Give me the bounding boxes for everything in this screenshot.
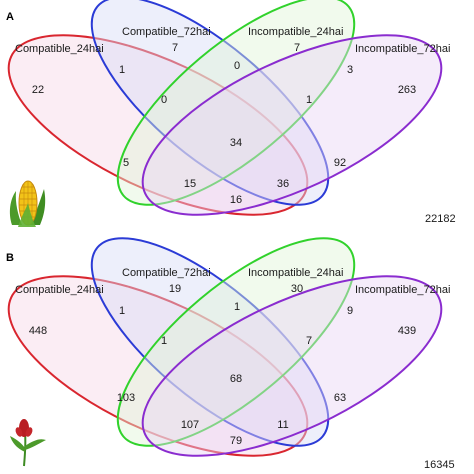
region-c24-c72-a: 1 (119, 64, 125, 76)
set-label-compatible-72hai-a: Compatible_72hai (122, 26, 211, 38)
region-c72-i24-i72-a: 1 (306, 94, 312, 106)
region-only-compatible-72hai-a: 7 (172, 42, 178, 54)
outside-count-b: 16345 (424, 459, 455, 471)
ellipse-set3-a (116, 0, 356, 206)
region-only-compatible-24hai-b: 448 (29, 325, 47, 337)
set-label-incompatible-24hai-a: Incompatible_24hai (248, 26, 343, 38)
set-label-incompatible-24hai-b: Incompatible_24hai (248, 267, 343, 279)
panel-a: A Compatible_24hai Compatible_72hai Inco… (6, 0, 456, 227)
ellipse-set4-b (141, 275, 443, 457)
region-c24-i24-i72-b: 107 (181, 419, 199, 431)
region-c72-i72-a: 92 (334, 157, 346, 169)
region-c24-i72-b: 79 (230, 435, 242, 447)
ellipse-set1-a (7, 34, 309, 216)
region-c24-c72-i24-a: 0 (161, 94, 167, 106)
region-only-incompatible-24hai-a: 7 (294, 42, 300, 54)
venn-ellipses-a (7, 0, 443, 216)
region-c72-i24-i72-b: 7 (306, 335, 312, 347)
region-i24-i72-b: 9 (347, 305, 353, 317)
region-c24-c72-i24-b: 1 (161, 335, 167, 347)
ellipse-set4-a (141, 34, 443, 216)
panel-b: B Compatible_24hai Compatible_72hai Inco… (6, 237, 455, 471)
venn-ellipses-b (7, 237, 443, 457)
ellipse-set2-b (90, 237, 330, 447)
region-c72-i24-a: 0 (234, 60, 240, 72)
ellipse-set2-a (90, 0, 330, 206)
region-only-compatible-24hai-a: 22 (32, 84, 44, 96)
region-c72-i72-b: 63 (334, 392, 346, 404)
set-label-compatible-72hai-b: Compatible_72hai (122, 267, 211, 279)
set-label-compatible-24hai-a: Compatible_24hai (15, 43, 104, 55)
outside-count-a: 22182 (425, 213, 456, 225)
panel-letter-a: A (6, 11, 14, 23)
region-only-incompatible-72hai-a: 263 (398, 84, 416, 96)
region-c24-i24-i72-a: 15 (184, 178, 196, 190)
region-c24-c72-b: 1 (119, 305, 125, 317)
region-c24-i72-a: 16 (230, 194, 242, 206)
region-all-four-a: 34 (230, 137, 242, 149)
region-only-incompatible-72hai-b: 439 (398, 325, 416, 337)
set-label-incompatible-72hai-b: Incompatible_72hai (355, 284, 450, 296)
region-all-four-b: 68 (230, 373, 242, 385)
region-only-incompatible-24hai-b: 30 (291, 283, 303, 295)
region-c24-i24-a: 5 (123, 157, 129, 169)
set-label-incompatible-72hai-a: Incompatible_72hai (355, 43, 450, 55)
sorghum-icon (10, 419, 46, 467)
set-label-compatible-24hai-b: Compatible_24hai (15, 284, 104, 296)
region-i24-i72-a: 3 (347, 64, 353, 76)
region-c24-i24-b: 103 (117, 392, 135, 404)
region-c24-c72-i72-a: 36 (277, 178, 289, 190)
maize-icon (9, 180, 46, 227)
ellipse-set1-b (7, 275, 309, 457)
ellipse-set3-b (116, 237, 356, 447)
region-c24-c72-i72-b: 11 (277, 419, 288, 431)
region-c72-i24-b: 1 (234, 301, 240, 313)
panel-letter-b: B (6, 252, 14, 264)
region-only-compatible-72hai-b: 19 (169, 283, 181, 295)
